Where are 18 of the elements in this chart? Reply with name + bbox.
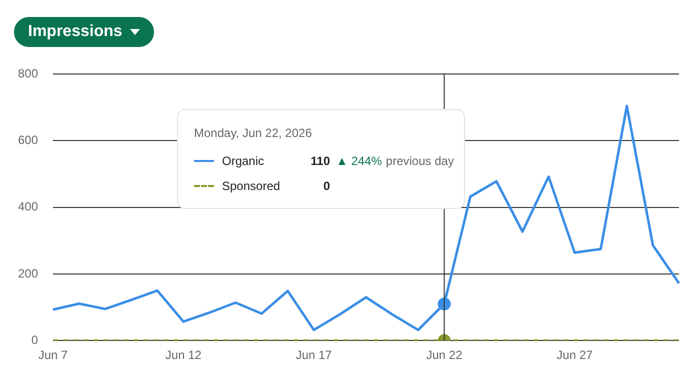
annotation: 110 (310, 154, 330, 168)
legend-label: Organic (222, 154, 266, 168)
annotation: Monday, Jun 22, 2026 (194, 126, 313, 140)
annotation: previous day (386, 154, 454, 168)
legend-label: Sponsored (222, 178, 282, 192)
y-tick-label: 800 (18, 66, 38, 80)
chart-title: Impressions (28, 23, 122, 41)
annotation: ▲ 244% (336, 154, 382, 168)
x-tick-label: Jun 22 (426, 348, 463, 362)
y-tick-label: 0 (31, 332, 38, 347)
annotation: 0 (322, 178, 330, 192)
y-tick-label: 200 (18, 266, 38, 280)
y-tick-label: 400 (18, 200, 38, 214)
x-tick-label: Jun 12 (165, 348, 202, 362)
y-tick-label: 600 (18, 132, 38, 147)
x-tick-label: Jun 7 (38, 348, 68, 362)
x-tick-label: Jun 27 (556, 348, 594, 362)
x-tick-label: Jun 17 (296, 348, 332, 362)
